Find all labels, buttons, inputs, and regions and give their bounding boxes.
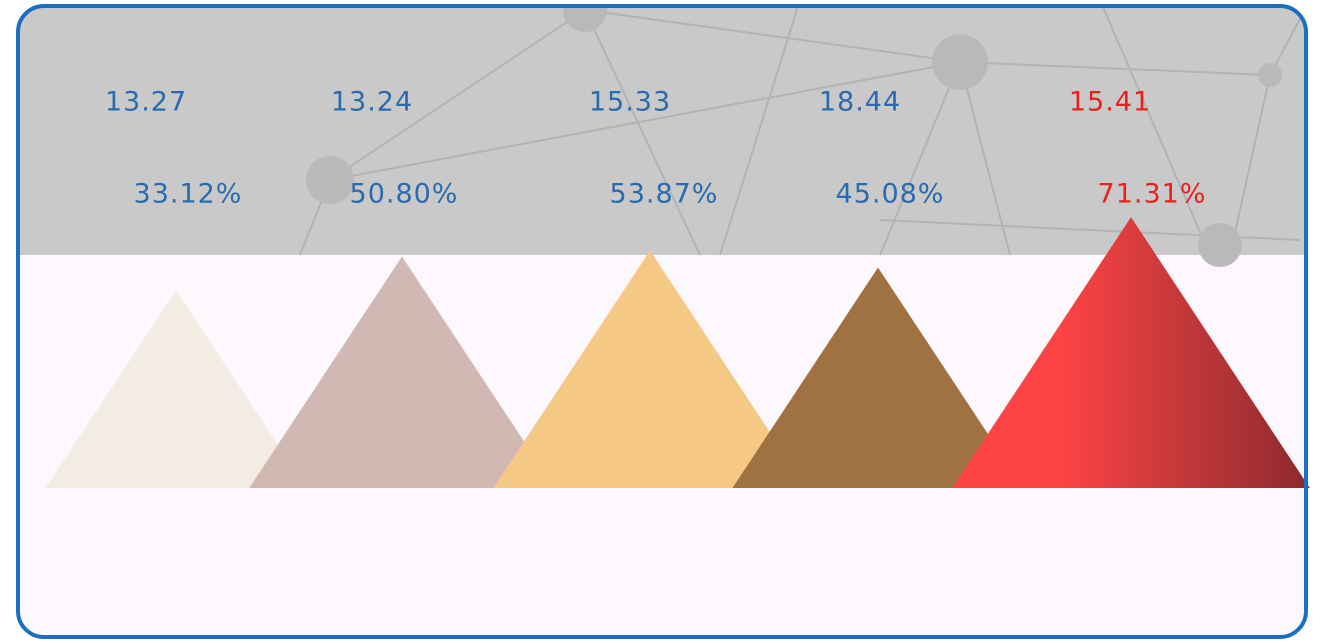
percent-label: 71.31% <box>1098 179 1207 210</box>
triangle <box>952 217 1310 489</box>
triangle <box>45 290 307 488</box>
percent-label: 53.87% <box>610 179 719 210</box>
price-label: 18.44 <box>819 87 901 118</box>
percent-label: 50.80% <box>350 179 459 210</box>
price-label: 13.27 <box>105 87 187 118</box>
price-label: 13.24 <box>331 87 413 118</box>
panel-border <box>16 4 1308 639</box>
triangle <box>493 250 807 488</box>
triangle <box>249 256 555 488</box>
price-label: 15.33 <box>589 87 671 118</box>
price-label: 15.41 <box>1069 87 1151 118</box>
labels: 13.27 33.12% 13.24 50.80% 15.33 53.87% 18.44 45… <box>105 87 1207 210</box>
triangle <box>732 267 1024 488</box>
percent-label: 33.12% <box>134 179 243 210</box>
header-band <box>18 6 1306 267</box>
percent-label: 45.08% <box>836 179 945 210</box>
triangles <box>45 217 1310 489</box>
